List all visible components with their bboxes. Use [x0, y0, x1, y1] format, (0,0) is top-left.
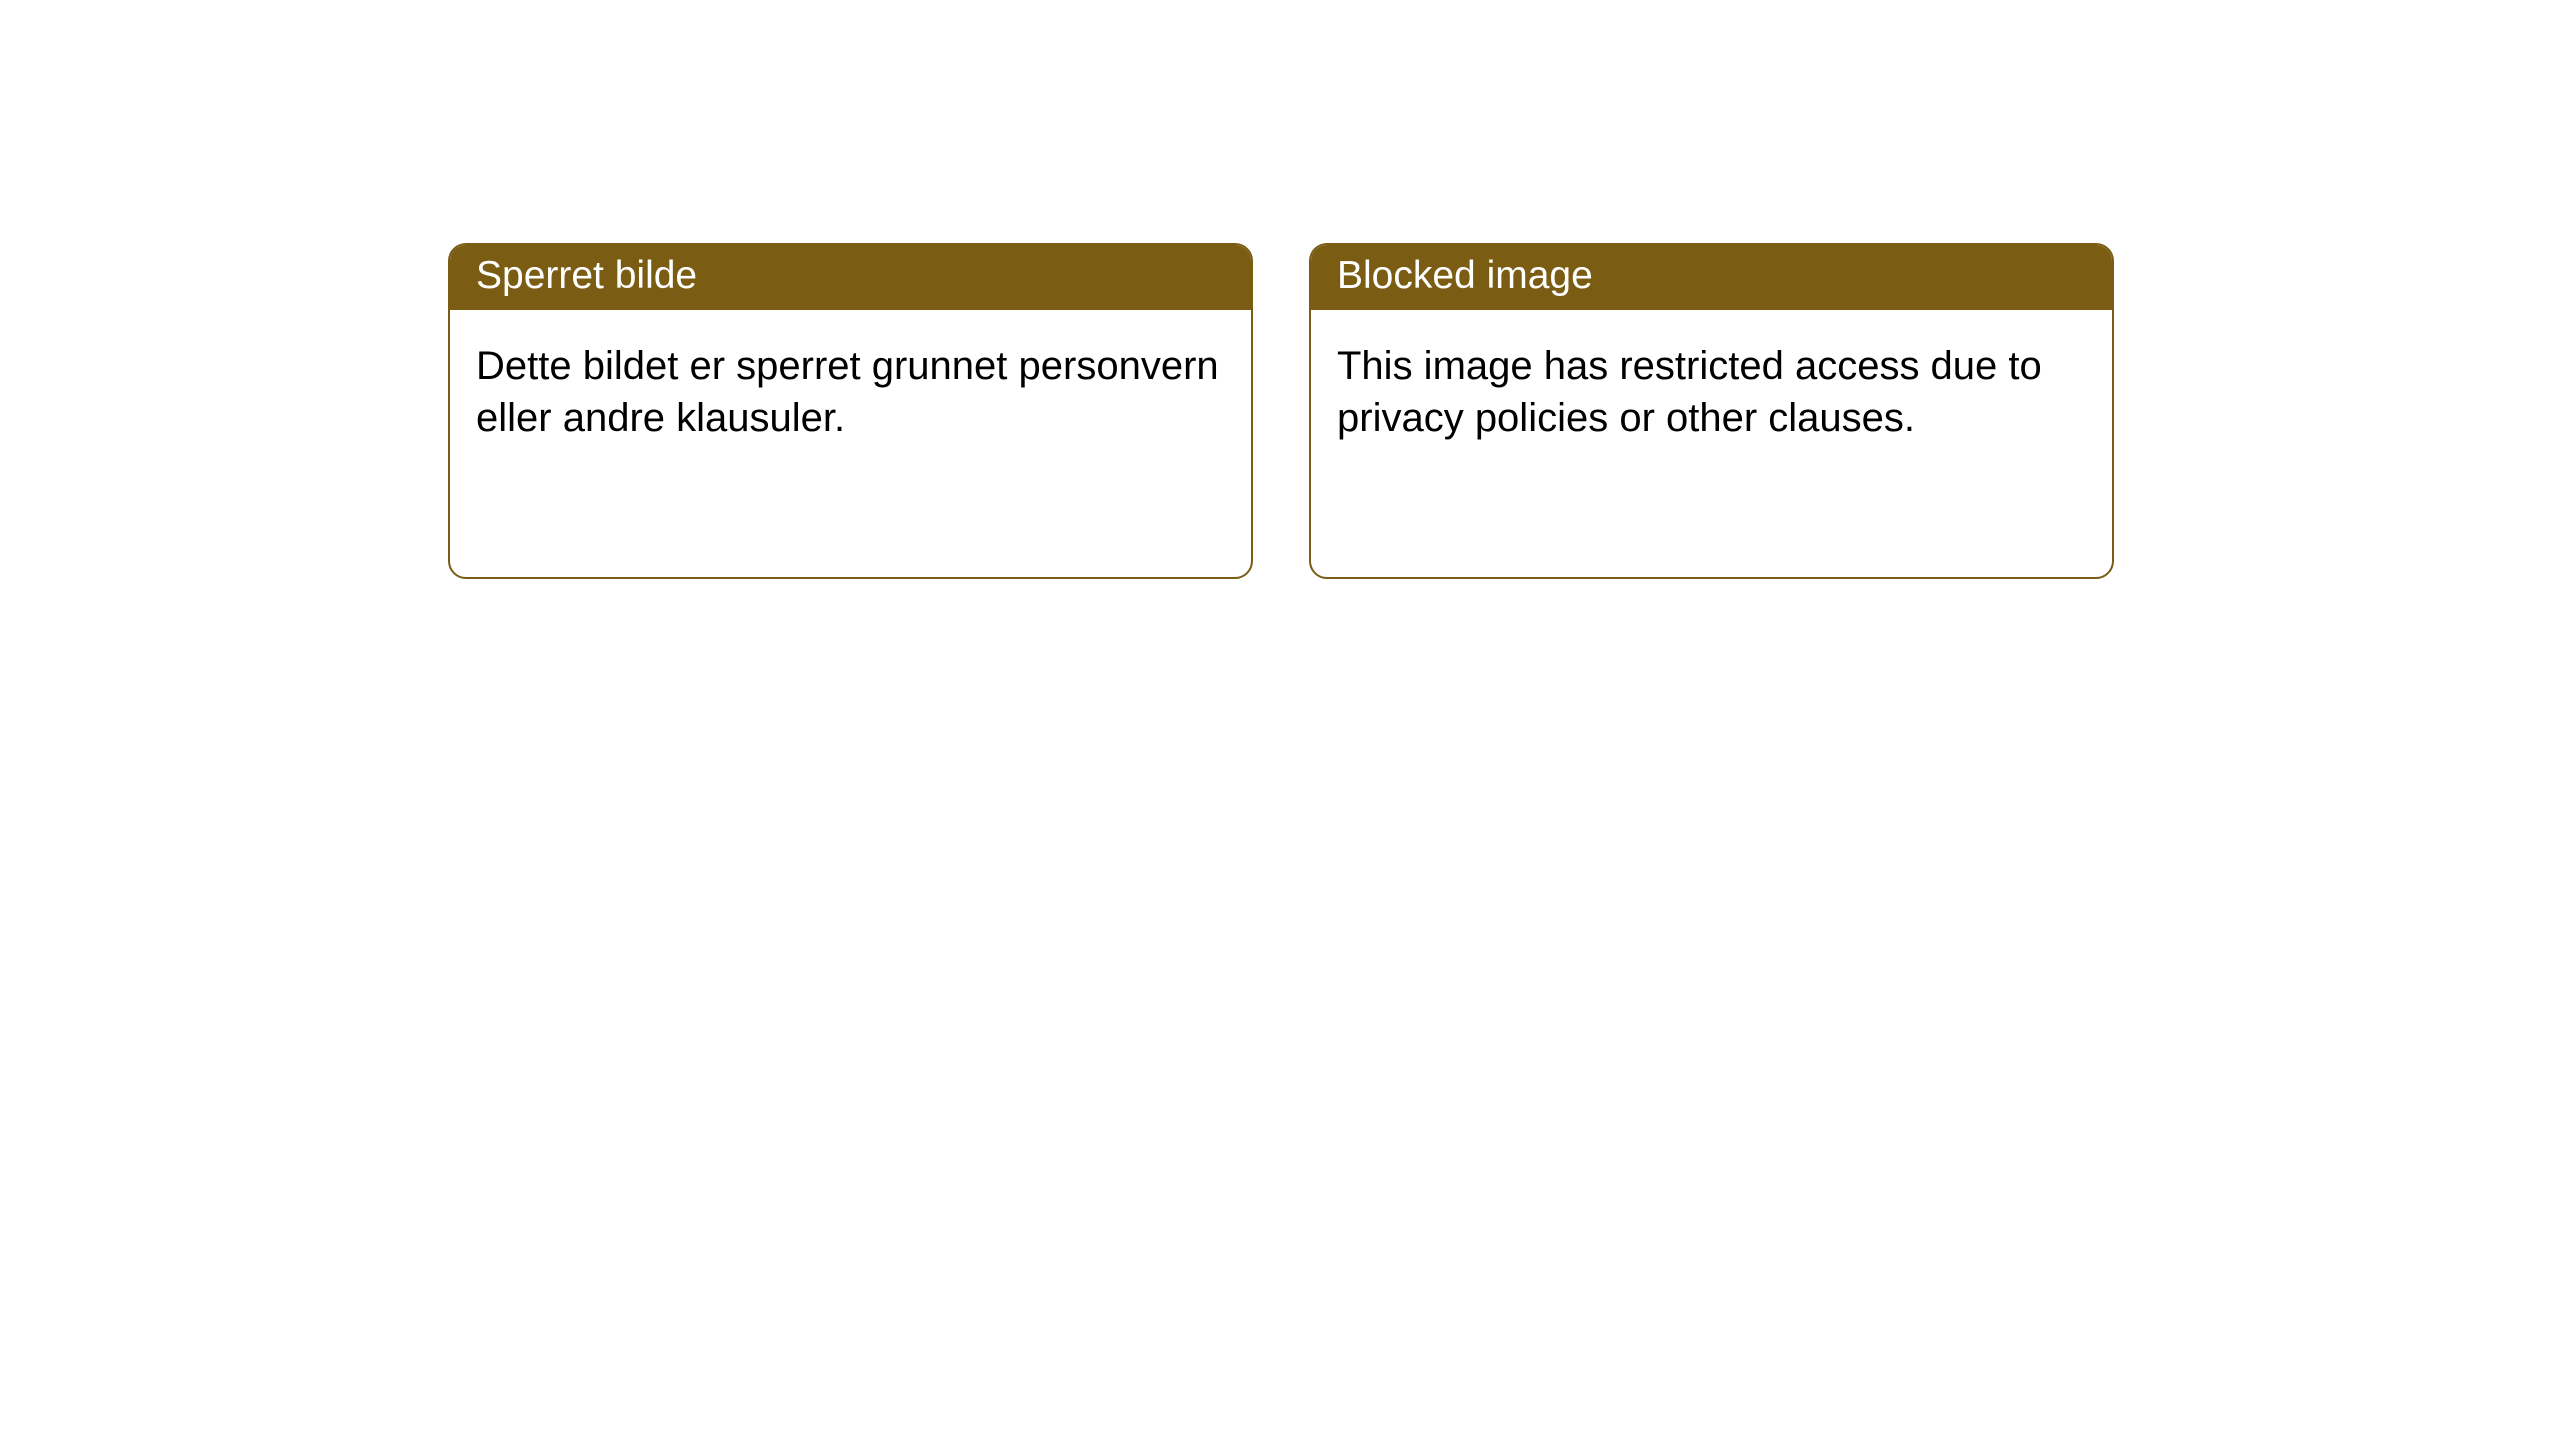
notice-container: Sperret bilde Dette bildet er sperret gr… [0, 0, 2560, 579]
card-body: Dette bildet er sperret grunnet personve… [450, 310, 1251, 474]
card-header: Sperret bilde [450, 245, 1251, 310]
card-body-text: This image has restricted access due to … [1337, 344, 2042, 440]
blocked-image-card-english: Blocked image This image has restricted … [1309, 243, 2114, 579]
blocked-image-card-norwegian: Sperret bilde Dette bildet er sperret gr… [448, 243, 1253, 579]
card-header-text: Sperret bilde [476, 254, 697, 297]
card-body: This image has restricted access due to … [1311, 310, 2112, 474]
card-body-text: Dette bildet er sperret grunnet personve… [476, 344, 1219, 440]
card-header: Blocked image [1311, 245, 2112, 310]
card-header-text: Blocked image [1337, 254, 1593, 297]
